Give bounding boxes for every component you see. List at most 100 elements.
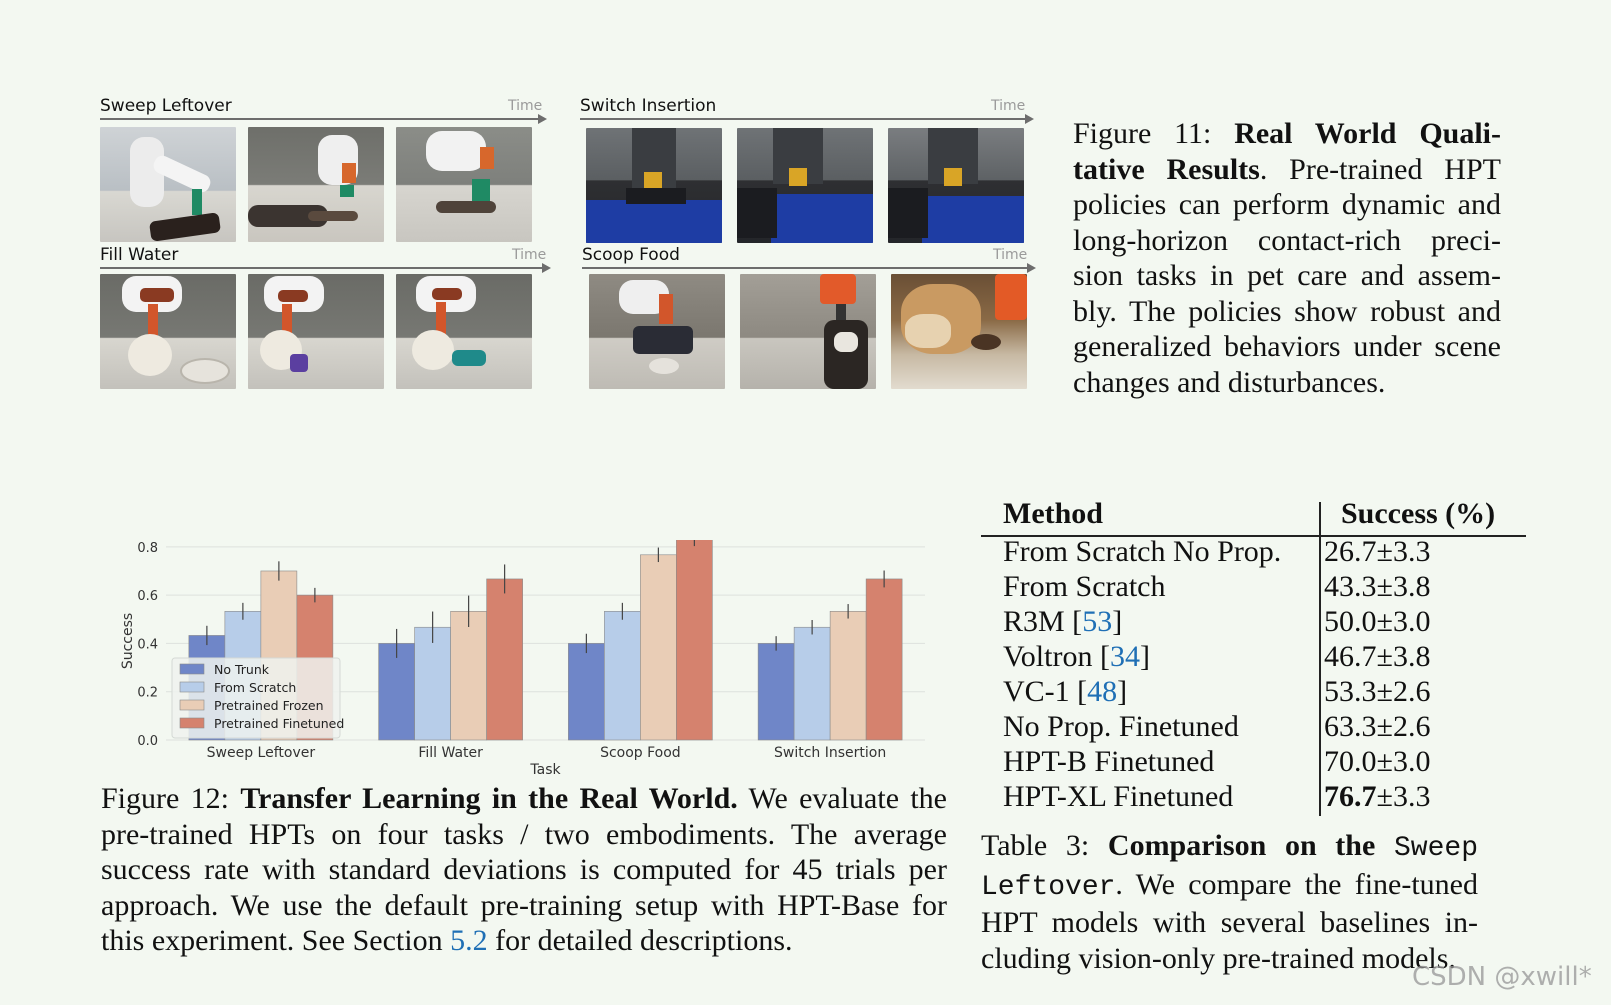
caption-title: Real World Quali-tative Results (1073, 117, 1501, 186)
legend-swatch (179, 717, 205, 729)
caption-title: Transfer Learning in the Real World. (240, 782, 738, 815)
method-cell: No Prop. Finetuned (1003, 710, 1239, 743)
legend-swatch (179, 699, 205, 711)
table-row: HPT-XL Finetuned 76.7±3.3 (981, 780, 1526, 815)
method-cell: R3M [53] (1003, 605, 1123, 638)
time-label: Time (993, 247, 1028, 263)
citation-link[interactable]: 53 (1082, 605, 1113, 638)
table-3-caption: Table 3: Comparison on the Sweep Leftove… (981, 828, 1478, 976)
time-arrow (580, 114, 1034, 124)
task-title-fill-water: Fill Water (100, 245, 179, 265)
caption-title: Comparison on the (1107, 829, 1376, 862)
success-cell: 70.0±3.0 (1324, 745, 1431, 778)
method-cell: Voltron [34] (1003, 640, 1150, 673)
column-header-success: Success (%) (1341, 497, 1496, 530)
bar (829, 611, 867, 741)
bar (486, 578, 523, 741)
y-axis-label: Success (120, 613, 136, 669)
legend-label: From Scratch (214, 680, 296, 695)
time-label: Time (508, 98, 543, 114)
table-row: VC-1 [48] 53.3±2.6 (981, 675, 1526, 710)
bar (568, 643, 605, 741)
bar (450, 611, 487, 741)
caption-text: . Pre-trained HPT policies can perform d… (1073, 152, 1501, 399)
table-row: From Scratch 43.3±3.8 (981, 570, 1526, 605)
legend-box (171, 657, 341, 739)
caption-text: . We compare the fine-tuned HPT models w… (981, 867, 1478, 975)
bar (865, 578, 903, 741)
caption-label: Figure 12: (101, 782, 229, 815)
success-cell: 53.3±2.6 (1324, 675, 1431, 708)
success-cell: 76.7±3.3 (1324, 780, 1431, 813)
x-tick-label: Fill Water (418, 745, 483, 761)
caption-text: We evaluate the pre-trained HPTs on four… (101, 782, 947, 957)
caption-label: Table 3: (981, 829, 1090, 862)
table-3: Method Success (%) From Scratch No Prop.… (981, 495, 1526, 825)
watermark: CSDN @xwill* (1412, 962, 1592, 992)
table-row: HPT-B Finetuned 70.0±3.0 (981, 745, 1526, 780)
success-cell: 26.7±3.3 (1324, 535, 1431, 568)
legend-label: Pretrained Finetuned (214, 716, 344, 731)
table-row: No Prop. Finetuned 63.3±2.6 (981, 710, 1526, 745)
bar (414, 626, 451, 741)
caption-text-end: for detailed descriptions. (487, 924, 793, 957)
bar (604, 611, 641, 741)
y-tick-label: 0.6 (137, 589, 158, 604)
method-cell: From Scratch (1003, 570, 1166, 603)
robot-photo-frame (248, 127, 384, 242)
success-cell: 46.7±3.8 (1324, 640, 1431, 673)
success-bar-chart: 0.0 0.2 0.4 0.6 0.8 Sweep Leftover Fill Water S… (120, 540, 925, 778)
robot-photo-frame (396, 127, 532, 242)
caption-label: Figure 11: (1073, 117, 1212, 150)
method-cell: From Scratch No Prop. (1003, 535, 1282, 568)
time-label: Time (991, 98, 1026, 114)
column-divider (1319, 502, 1321, 816)
method-cell: HPT-B Finetuned (1003, 745, 1215, 778)
bar (793, 626, 831, 741)
section-link[interactable]: 5.2 (450, 924, 488, 957)
x-tick-label: Switch Insertion (774, 745, 886, 761)
robot-photo-frame (888, 128, 1024, 243)
legend-label: No Trunk (214, 662, 270, 677)
task-title-sweep-leftover: Sweep Leftover (100, 96, 232, 116)
bar (640, 554, 677, 741)
robot-photo-frame (396, 274, 532, 389)
robot-photo-frame (248, 274, 384, 389)
robot-photo-frame (100, 274, 236, 389)
x-tick-label: Sweep Leftover (207, 745, 316, 761)
bar (757, 643, 795, 741)
robot-photo-frame (737, 128, 873, 243)
task-title-scoop-food: Scoop Food (582, 245, 680, 265)
figure-12-caption: Figure 12: Transfer Learning in the Real… (101, 781, 947, 959)
figure-11-caption: Figure 11: Real World Quali-tative Resul… (1073, 116, 1501, 400)
table-row: From Scratch No Prop. 26.7±3.3 (981, 535, 1526, 570)
success-cell: 63.3±2.6 (1324, 710, 1431, 743)
time-arrow (582, 263, 1036, 273)
column-header-method: Method (1003, 497, 1103, 530)
time-arrow (100, 263, 551, 273)
citation-link[interactable]: 34 (1109, 640, 1140, 673)
bar (378, 643, 415, 741)
table-row: R3M [53] 50.0±3.0 (981, 605, 1526, 640)
method-cell: HPT-XL Finetuned (1003, 780, 1234, 813)
robot-photo-frame (740, 274, 876, 389)
success-cell: 50.0±3.0 (1324, 605, 1431, 638)
legend-label: Pretrained Frozen (214, 698, 324, 713)
legend-swatch (179, 681, 205, 693)
best-result: 76.7 (1324, 780, 1377, 813)
bar (676, 540, 713, 741)
y-tick-label: 0.8 (137, 541, 158, 556)
citation-link[interactable]: 48 (1087, 675, 1118, 708)
header-rule (981, 535, 1526, 537)
x-axis-label: Task (529, 762, 561, 778)
dog-photo-frame (891, 274, 1027, 389)
method-cell: VC-1 [48] (1003, 675, 1128, 708)
legend-swatch (179, 663, 205, 675)
time-arrow (100, 114, 547, 124)
task-title-switch-insertion: Switch Insertion (580, 96, 717, 116)
y-tick-label: 0.4 (137, 637, 158, 652)
robot-photo-frame (589, 274, 725, 389)
caption-code: Sweep Leftover (981, 833, 1479, 903)
x-tick-label: Scoop Food (600, 745, 681, 761)
robot-photo-frame (100, 127, 236, 242)
